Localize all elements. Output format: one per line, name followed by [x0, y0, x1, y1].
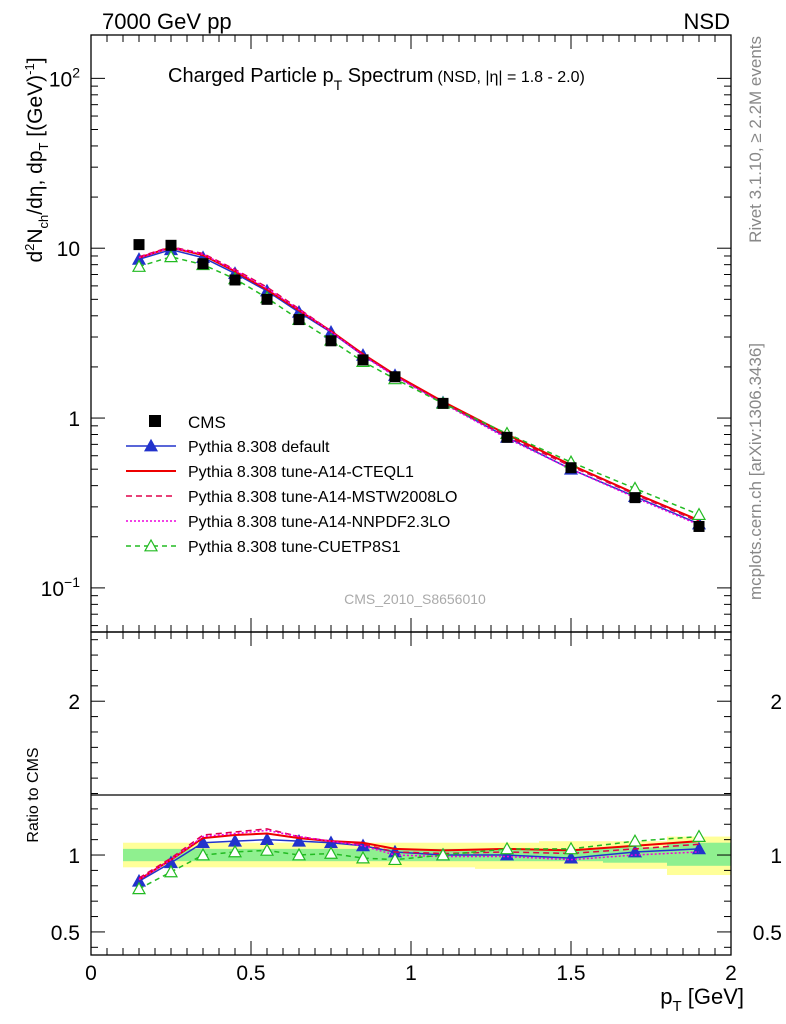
ratio-frame: [90, 631, 732, 956]
main-series-line: [138, 245, 700, 523]
main-ytick-label: 10−1: [41, 574, 81, 601]
legend-series-label: Pythia 8.308 tune-A14-NNPDF2.3LO: [188, 514, 450, 531]
cms-data-point: [229, 274, 241, 286]
ratio-band-green: [123, 848, 155, 862]
legend-cms-marker: [149, 415, 161, 427]
legend-marker: [143, 538, 159, 552]
x-tick-label: 0: [85, 962, 97, 985]
analysis-watermark: CMS_2010_S8656010: [344, 591, 486, 607]
ratio-axis-ticks: 0.5 0.51 12 20 0.5 1 1.5 2: [51, 632, 782, 985]
ratio-series-marker: [499, 841, 515, 855]
header-right: NSD: [684, 9, 730, 34]
main-axis-ticks: 10−1 1 10 102: [41, 35, 732, 632]
ratio-series-marker: [259, 843, 275, 856]
ratio-ytick-label-right: 0.5: [753, 922, 782, 945]
ratio-ytick-label: 0.5: [51, 922, 80, 945]
legend-cms-label: CMS: [188, 413, 226, 432]
ratio-series-marker: [131, 881, 147, 895]
ratio-series-line: [138, 835, 700, 890]
rivet-label: Rivet 3.1.10, ≥ 2.2M events: [746, 36, 765, 243]
main-frame: [90, 34, 732, 633]
cms-data-point: [389, 371, 401, 383]
header-left: 7000 GeV pp: [102, 9, 232, 34]
cms-data-point: [261, 293, 273, 305]
cms-data-point: [293, 314, 305, 326]
ratio-series-marker: [291, 833, 307, 847]
ratio-ytick-label: 2: [68, 691, 80, 714]
main-series-marker: [131, 259, 147, 272]
main-series-line: [138, 248, 700, 525]
ratio-series-marker: [291, 847, 307, 861]
cms-data-point: [165, 239, 177, 251]
x-tick-label: 0.5: [236, 962, 265, 985]
main-ytick-label: 10: [57, 238, 80, 261]
cms-data-point: [629, 492, 641, 504]
cms-data-point: [501, 431, 513, 443]
main-ytick-label: 102: [49, 64, 80, 91]
ratio-series-marker: [563, 841, 579, 855]
ratio-series-marker: [387, 852, 403, 866]
main-series-group: [131, 242, 707, 530]
ratio-series-marker: [691, 841, 707, 855]
legend-series-label: Pythia 8.308 tune-CUETP8S1: [188, 539, 401, 556]
ratio-ylabel: Ratio to CMS: [25, 747, 42, 842]
cms-data-point: [325, 335, 337, 347]
x-axis-label: pT [GeV]: [660, 984, 744, 1015]
ratio-series-marker: [627, 833, 643, 847]
ratio-ytick-label-right: 2: [770, 691, 782, 714]
legend-series-label: Pythia 8.308 tune-A14-MSTW2008LO: [188, 489, 457, 506]
cms-data-point: [693, 520, 705, 532]
cms-data-point: [133, 239, 145, 251]
ratio-series-marker: [355, 850, 371, 864]
main-series-marker: [163, 249, 179, 263]
ratio-series-group: [131, 828, 707, 895]
cms-data-point: [565, 462, 577, 474]
main-ylabel: d2Nch/dη, dpT [(GeV)-1]: [22, 57, 51, 262]
ratio-series-marker: [163, 864, 179, 878]
legend-series-label: Pythia 8.308 tune-A14-CTEQL1: [188, 464, 414, 481]
main-series-marker: [691, 507, 707, 521]
ratio-series-marker: [323, 846, 339, 859]
legend-series-label: Pythia 8.308 default: [188, 439, 330, 456]
ratio-series-marker: [691, 829, 707, 842]
cms-data-point: [197, 258, 209, 270]
mcplots-label: mcplots.cern.ch [arXiv:1306.3436]: [746, 343, 765, 600]
ratio-series-marker: [259, 832, 275, 846]
cms-data-point: [357, 354, 369, 366]
cms-data-point: [437, 397, 449, 409]
legend: CMS Pythia 8.308 default Pythia 8.308 tune…: [126, 413, 457, 556]
ratio-series-marker: [435, 847, 451, 861]
cms-data-points: [133, 239, 705, 532]
chart-title: Charged Particle pT Spectrum (NSD, |η| = …: [168, 65, 585, 93]
ratio-ytick-label: 1: [68, 845, 80, 868]
main-series-marker: [627, 481, 643, 494]
legend-marker: [143, 438, 159, 452]
ratio-series-line: [138, 829, 700, 881]
main-series-line: [138, 246, 700, 526]
ratio-series-line: [138, 838, 700, 882]
x-tick-label: 2: [725, 962, 737, 985]
ratio-series-line: [138, 828, 700, 879]
ratio-series-marker: [627, 844, 643, 858]
main-ytick-label: 1: [68, 408, 80, 431]
ratio-series-marker: [227, 844, 243, 858]
ratio-series-line: [138, 832, 700, 881]
ratio-series-marker: [195, 847, 211, 861]
x-tick-label: 1: [405, 962, 417, 985]
ratio-series-marker: [195, 835, 211, 849]
ratio-ytick-label-right: 1: [770, 845, 782, 868]
x-tick-label: 1.5: [556, 962, 585, 985]
